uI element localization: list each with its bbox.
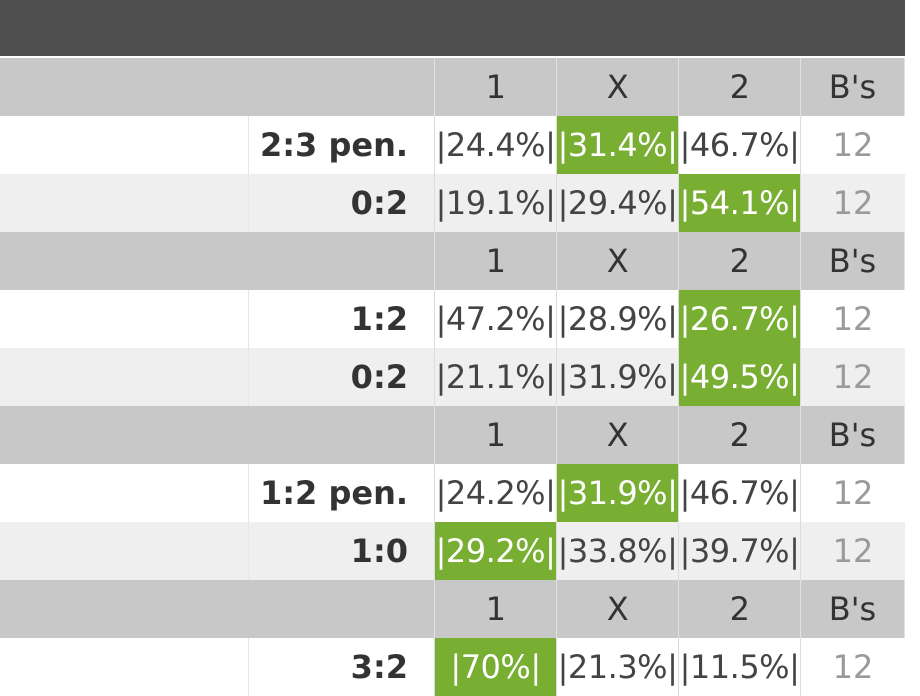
odd-away[interactable]: |54.1%| (679, 174, 801, 232)
header-team-cell (0, 232, 249, 290)
header-away-col[interactable]: 2 (679, 232, 801, 290)
odd-away[interactable]: |39.7%| (679, 522, 801, 580)
odd-away[interactable]: |49.5%| (679, 348, 801, 406)
header-home-col[interactable]: 1 (435, 580, 557, 638)
odd-draw[interactable]: |28.9%| (557, 290, 679, 348)
header-home-col[interactable]: 1 (435, 232, 557, 290)
odd-away[interactable]: |11.5%| (679, 638, 801, 696)
team-cell[interactable] (0, 464, 249, 522)
header-team-cell (0, 406, 249, 464)
header-draw-col[interactable]: X (557, 580, 679, 638)
odd-draw[interactable]: |21.3%| (557, 638, 679, 696)
match-row[interactable]: 1:2 pen. |24.2%| |31.9%| |46.7%| 12 (0, 464, 905, 522)
bookmakers-count: 12 (832, 300, 874, 338)
header-team-cell (0, 580, 249, 638)
match-score[interactable]: 1:2 (249, 290, 435, 348)
odd-draw[interactable]: |29.4%| (557, 174, 679, 232)
header-team-cell (0, 58, 249, 116)
header-home-col[interactable]: 1 (435, 58, 557, 116)
header-bookmakers-col[interactable]: B's (801, 58, 905, 116)
match-row[interactable]: 1:2 |47.2%| |28.9%| |26.7%| 12 (0, 290, 905, 348)
match-score[interactable]: 0:2 (249, 348, 435, 406)
odd-away[interactable]: |46.7%| (679, 464, 801, 522)
team-cell[interactable] (0, 174, 249, 232)
group-header-row: 1 X 2 B's (0, 580, 905, 638)
odd-home[interactable]: |70%| (435, 638, 557, 696)
header-away-col[interactable]: 2 (679, 406, 801, 464)
team-cell[interactable] (0, 638, 249, 696)
header-score-cell (249, 580, 435, 638)
bookmakers-count: 12 (832, 184, 874, 222)
match-row[interactable]: 0:2 |19.1%| |29.4%| |54.1%| 12 (0, 174, 905, 232)
odds-table: 1 X 2 B's 2:3 pen. |24.4%| |31.4%| |46.7… (0, 58, 905, 696)
bookmakers-count: 12 (832, 474, 874, 512)
header-bookmakers-col[interactable]: B's (801, 580, 905, 638)
bookmakers-count: 12 (832, 648, 874, 686)
odd-home[interactable]: |24.4%| (435, 116, 557, 174)
odd-draw[interactable]: |33.8%| (557, 522, 679, 580)
match-row[interactable]: 0:2 |21.1%| |31.9%| |49.5%| 12 (0, 348, 905, 406)
match-score[interactable]: 0:2 (249, 174, 435, 232)
match-score[interactable]: 2:3 pen. (249, 116, 435, 174)
team-cell[interactable] (0, 290, 249, 348)
match-score[interactable]: 1:0 (249, 522, 435, 580)
odd-draw[interactable]: |31.4%| (557, 116, 679, 174)
top-bar (0, 0, 905, 56)
header-draw-col[interactable]: X (557, 406, 679, 464)
header-home-col[interactable]: 1 (435, 406, 557, 464)
team-cell[interactable] (0, 348, 249, 406)
odd-home[interactable]: |29.2%| (435, 522, 557, 580)
header-bookmakers-col[interactable]: B's (801, 232, 905, 290)
odd-away[interactable]: |46.7%| (679, 116, 801, 174)
odd-draw[interactable]: |31.9%| (557, 348, 679, 406)
odd-home[interactable]: |47.2%| (435, 290, 557, 348)
header-away-col[interactable]: 2 (679, 580, 801, 638)
group-header-row: 1 X 2 B's (0, 232, 905, 290)
group-header-row: 1 X 2 B's (0, 406, 905, 464)
header-away-col[interactable]: 2 (679, 58, 801, 116)
match-score[interactable]: 1:2 pen. (249, 464, 435, 522)
bookmakers-count: 12 (832, 532, 874, 570)
header-score-cell (249, 406, 435, 464)
header-bookmakers-col[interactable]: B's (801, 406, 905, 464)
header-draw-col[interactable]: X (557, 232, 679, 290)
match-row[interactable]: 2:3 pen. |24.4%| |31.4%| |46.7%| 12 (0, 116, 905, 174)
odd-home[interactable]: |24.2%| (435, 464, 557, 522)
team-cell[interactable] (0, 116, 249, 174)
odd-draw[interactable]: |31.9%| (557, 464, 679, 522)
match-row[interactable]: 3:2 |70%| |21.3%| |11.5%| 12 (0, 638, 905, 696)
header-score-cell (249, 58, 435, 116)
odd-away[interactable]: |26.7%| (679, 290, 801, 348)
odd-home[interactable]: |21.1%| (435, 348, 557, 406)
match-row[interactable]: 1:0 |29.2%| |33.8%| |39.7%| 12 (0, 522, 905, 580)
match-score[interactable]: 3:2 (249, 638, 435, 696)
bookmakers-count: 12 (832, 358, 874, 396)
bookmakers-count: 12 (832, 126, 874, 164)
header-score-cell (249, 232, 435, 290)
header-draw-col[interactable]: X (557, 58, 679, 116)
team-cell[interactable] (0, 522, 249, 580)
odd-home[interactable]: |19.1%| (435, 174, 557, 232)
group-header-row: 1 X 2 B's (0, 58, 905, 116)
